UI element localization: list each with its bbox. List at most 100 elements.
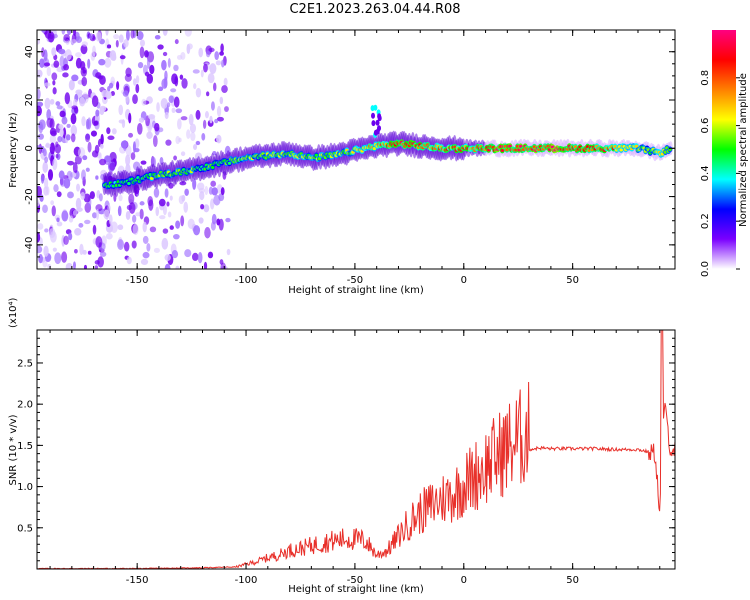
spectrogram-cell xyxy=(47,169,54,181)
spectrogram-cell xyxy=(84,219,91,225)
spectrogram-cell xyxy=(108,214,113,225)
spectrogram-cell xyxy=(190,132,196,142)
spectrogram-cell xyxy=(80,191,86,200)
spectrogram-cell xyxy=(65,134,71,141)
spectrogram-cell xyxy=(140,160,147,165)
spectrogram-cell xyxy=(175,265,180,269)
spectrogram-cell xyxy=(120,140,128,149)
spectrogram-cell xyxy=(65,262,73,269)
x-tick-label: 50 xyxy=(566,575,579,586)
y-tick-label: 1.0 xyxy=(17,482,33,493)
spectrogram-cell xyxy=(164,111,169,120)
spectrogram-cell xyxy=(181,78,188,89)
spectrogram-cell xyxy=(100,143,104,149)
spectrogram-cell xyxy=(39,194,44,202)
spectrogram-cell xyxy=(80,44,88,55)
spectrogram-cell xyxy=(70,124,78,136)
spectrogram-cell xyxy=(123,241,130,252)
spectrogram-cell xyxy=(38,119,46,131)
spectrogram-cell xyxy=(95,31,102,42)
spectrogram-cell xyxy=(63,64,70,71)
x-tick-label: 0 xyxy=(461,275,467,286)
spectrogram-cell xyxy=(154,34,161,40)
spectrogram-cell xyxy=(71,105,78,110)
y-tick-label: 0 xyxy=(24,145,35,151)
spectrogram-cell xyxy=(109,151,117,163)
spectrogram-cell xyxy=(193,83,197,90)
spectrogram-cell xyxy=(63,177,71,189)
spectrogram-cell xyxy=(167,211,172,218)
spectrogram-cell xyxy=(38,253,43,264)
spectrogram-cell xyxy=(49,118,55,130)
spectrogram-cell xyxy=(187,218,195,229)
spectrogram-cell xyxy=(89,191,95,200)
spectrogram-cell xyxy=(70,39,78,44)
spectrogram-cell xyxy=(66,123,71,128)
spectrogram-cell xyxy=(99,251,107,257)
spectrogram-cell xyxy=(227,161,232,165)
y-tick-label: -40 xyxy=(24,237,35,253)
spectrogram-cell xyxy=(65,49,72,61)
spectrogram-cell xyxy=(199,190,205,201)
spectrogram-cell xyxy=(51,72,58,81)
spectrogram-cell xyxy=(87,141,92,153)
spectrogram-cell xyxy=(85,167,90,172)
spectrogram-cell xyxy=(44,82,51,87)
spectrogram-cell xyxy=(223,77,228,87)
spectrogram-cell xyxy=(210,101,215,111)
spectrogram-cell xyxy=(204,227,211,239)
spectrogram-cell xyxy=(81,76,88,87)
spectrogram-cell xyxy=(634,144,639,148)
spectrogram-cell xyxy=(95,204,103,212)
spectrogram-cell xyxy=(207,251,214,259)
spectrogram-cell xyxy=(204,185,209,196)
spectrogram-cell xyxy=(128,202,136,214)
spectrogram-cell xyxy=(110,221,118,233)
spectrogram-cell xyxy=(186,43,193,50)
spectrogram-cell xyxy=(70,133,76,143)
spectrogram-cell xyxy=(147,124,152,133)
spectrogram-cell xyxy=(117,205,122,217)
spectrogram-x-ticks: -150 -100 -50 0 50 xyxy=(49,30,661,286)
spectrogram-cell xyxy=(175,135,181,145)
spectrogram-cell xyxy=(216,218,221,226)
spectrogram-cell xyxy=(144,50,149,58)
spectrogram-cell xyxy=(203,261,208,269)
spectrogram-cell xyxy=(56,191,62,198)
spectrogram-cell xyxy=(149,226,157,233)
x-tick-label: 0 xyxy=(461,575,467,586)
spectrogram-cell xyxy=(105,91,112,99)
spectrogram-cell xyxy=(137,122,143,135)
colorbar-tick-label: 0.4 xyxy=(700,165,711,181)
spectrogram-cell xyxy=(132,94,138,105)
spectrogram-cell xyxy=(44,177,49,190)
spectrogram-cell xyxy=(179,74,184,80)
spectrogram-cell xyxy=(58,48,66,55)
spectrogram-cell xyxy=(62,72,69,78)
spectrogram-cell xyxy=(107,135,115,141)
spectrogram-cell xyxy=(139,201,145,206)
spectrogram-cell xyxy=(39,58,45,68)
spectrogram-cell xyxy=(104,155,111,163)
spectrogram-cell xyxy=(373,104,378,111)
spectrogram-cell xyxy=(170,88,177,93)
spectrogram-cell xyxy=(95,236,103,248)
spectrogram-cell xyxy=(371,120,376,127)
spectrogram-ridge xyxy=(102,104,673,198)
spectrogram-cell xyxy=(94,260,100,265)
y-tick-label: -20 xyxy=(24,188,35,204)
spectrogram-cell xyxy=(58,170,65,180)
y-tick-label: 40 xyxy=(24,45,35,58)
spectrogram-cell xyxy=(131,240,137,249)
spectrogram-cell xyxy=(195,109,201,120)
spectrogram-cell xyxy=(189,123,197,134)
spectrogram-cell xyxy=(130,30,135,39)
spectrogram-cell xyxy=(214,51,220,61)
spectrogram-cell xyxy=(90,51,96,61)
spectrogram-cell xyxy=(37,199,40,207)
spectrogram-cell xyxy=(183,201,189,213)
spectrogram-cell xyxy=(500,148,505,153)
spectrogram-cell xyxy=(78,223,84,228)
spectrogram-cell xyxy=(37,223,44,230)
